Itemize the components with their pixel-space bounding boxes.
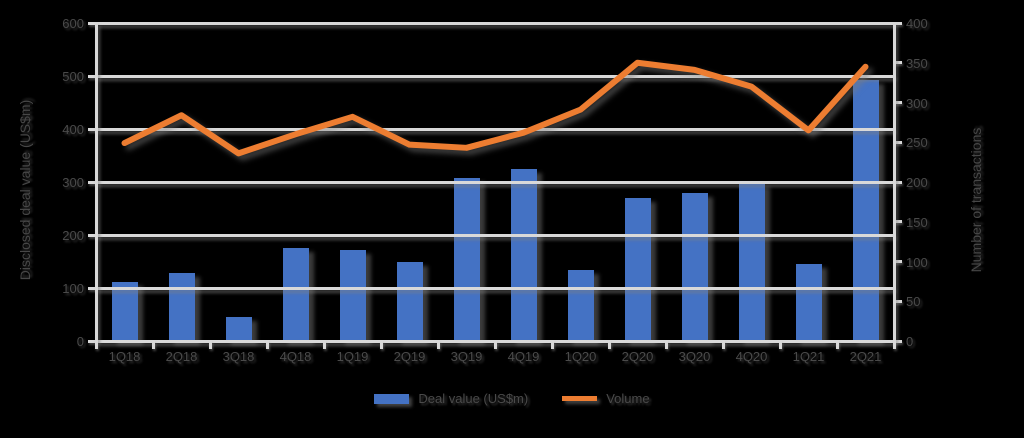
- bar-1Q18: [111, 282, 138, 341]
- x-axis-tick: [322, 341, 326, 349]
- y-gridline: [96, 21, 894, 25]
- legend-label-deal-value: Deal value (US$m): [418, 391, 529, 406]
- x-axis-tick: [151, 341, 155, 349]
- right-axis-tick: [894, 21, 902, 25]
- right-axis-tick-label: 400: [906, 16, 928, 31]
- right-axis-tick: [894, 220, 902, 224]
- legend-item-volume: Volume: [562, 391, 650, 406]
- y-gridline: [96, 127, 894, 131]
- right-axis-tick-label: 100: [906, 254, 928, 270]
- bar-2Q20: [624, 197, 651, 341]
- x-axis-label: 1Q20: [564, 349, 597, 364]
- right-axis-line: [892, 23, 896, 341]
- left-axis-line: [94, 23, 98, 341]
- x-axis-label: 3Q19: [450, 349, 483, 364]
- left-axis-tick: [88, 286, 96, 290]
- bar-2Q19: [396, 262, 423, 341]
- x-axis-label: 1Q21: [792, 349, 825, 364]
- right-axis-tick: [894, 260, 902, 263]
- right-axis-tick-label: 150: [906, 214, 928, 230]
- x-axis-label: 4Q18: [279, 349, 312, 364]
- right-axis-tick-label: 0: [906, 334, 914, 349]
- x-axis-tick: [721, 341, 725, 349]
- x-axis-tick: [379, 341, 383, 349]
- x-axis-tick: [208, 341, 212, 349]
- x-axis-label: 2Q19: [393, 349, 426, 364]
- left-axis-tick-label: 300: [62, 175, 84, 190]
- bar-1Q21: [795, 264, 822, 341]
- x-axis-tick: [778, 341, 782, 349]
- y-gridline: [96, 74, 894, 78]
- x-axis-tick: [607, 341, 611, 349]
- x-axis-label: 1Q18: [108, 349, 141, 364]
- legend-item-deal-value: Deal value (US$m): [374, 391, 528, 406]
- bar-4Q19: [510, 168, 537, 341]
- right-axis-tick: [894, 299, 902, 303]
- right-axis-tick-label: 300: [906, 95, 928, 111]
- left-axis-tick-label: 200: [62, 228, 84, 243]
- x-axis-label: 4Q20: [735, 349, 768, 364]
- bar-3Q18: [225, 317, 252, 341]
- bar-3Q20: [681, 193, 708, 341]
- x-axis-tick: [892, 341, 896, 349]
- y-gridline: [96, 233, 894, 237]
- right-axis-tick: [894, 61, 902, 65]
- left-axis-tick-label: 400: [62, 122, 84, 137]
- x-axis-label: 2Q18: [165, 349, 198, 364]
- x-axis-label: 2Q20: [621, 349, 654, 364]
- x-axis-label: 4Q19: [507, 349, 540, 364]
- x-axis-tick: [265, 341, 269, 349]
- left-axis-tick: [88, 74, 96, 78]
- left-axis-tick-label: 100: [62, 281, 84, 296]
- left-axis-tick: [88, 180, 96, 184]
- x-axis-tick: [493, 341, 497, 349]
- bar-2Q21: [852, 80, 879, 341]
- right-axis-tick-label: 200: [906, 175, 928, 190]
- bar-4Q20: [738, 183, 765, 341]
- x-axis-tick: [94, 341, 98, 349]
- right-axis-tick-label: 350: [906, 55, 928, 71]
- volume-line: [121, 59, 869, 157]
- bar-series-swatch: [374, 393, 410, 404]
- right-axis-tick-label: 50: [906, 294, 921, 310]
- left-axis-tick: [88, 233, 96, 237]
- right-axis-tick-label: 250: [906, 135, 928, 151]
- left-axis-tick-label: 0: [76, 334, 84, 349]
- bar-3Q19: [453, 177, 480, 341]
- x-axis-tick: [664, 341, 668, 349]
- x-axis-label: 3Q18: [222, 349, 255, 364]
- legend-label-volume: Volume: [606, 391, 650, 406]
- bar-1Q19: [339, 249, 366, 341]
- bar-4Q18: [282, 248, 309, 341]
- left-axis-tick-label: 600: [62, 16, 84, 31]
- right-axis-tick: [894, 180, 902, 184]
- x-axis-tick: [550, 341, 554, 349]
- line-series-swatch: [562, 396, 598, 401]
- right-axis-tick: [894, 140, 902, 144]
- left-axis-tick: [88, 127, 96, 131]
- x-axis-label: 1Q19: [336, 349, 369, 364]
- x-axis-label: 2Q21: [849, 349, 882, 364]
- y-gridline: [96, 180, 894, 184]
- right-axis-tick: [894, 339, 902, 343]
- x-axis-tick: [436, 341, 440, 349]
- bar-2Q18: [168, 273, 195, 341]
- x-axis-label: 3Q20: [678, 349, 711, 364]
- bar-1Q20: [567, 269, 594, 341]
- x-axis-tick: [835, 341, 839, 349]
- legend: Deal value (US$m) Volume: [0, 391, 1024, 406]
- left-axis-tick: [88, 339, 96, 343]
- left-axis-tick-label: 500: [62, 69, 84, 84]
- right-axis-tick: [894, 101, 902, 104]
- y-gridline: [96, 286, 894, 290]
- left-axis-tick: [88, 21, 96, 25]
